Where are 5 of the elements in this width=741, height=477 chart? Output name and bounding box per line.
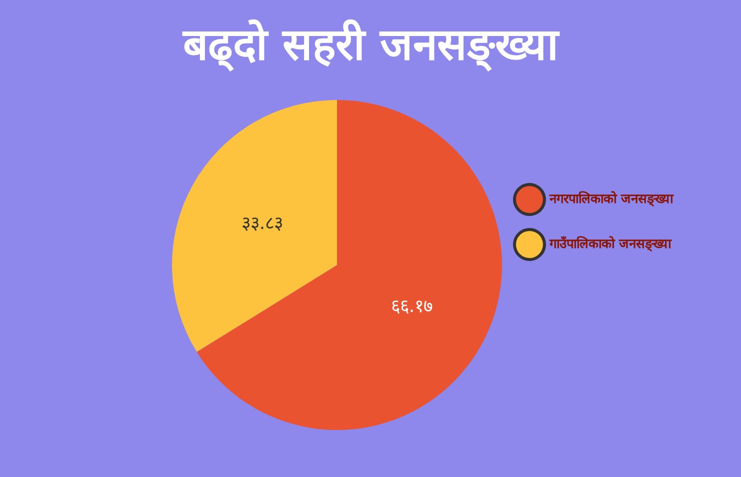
chart-title: बढ्दो सहरी जनसङ्ख्या xyxy=(182,18,560,72)
legend-label: नगरपालिकाको जनसङ्ख्या xyxy=(548,191,674,207)
legend-label: गाउँपालिकाको जनसङ्ख्या xyxy=(548,236,672,252)
data-label: ६६.१७ xyxy=(390,296,433,318)
data-label: ३३.८३ xyxy=(241,212,284,234)
